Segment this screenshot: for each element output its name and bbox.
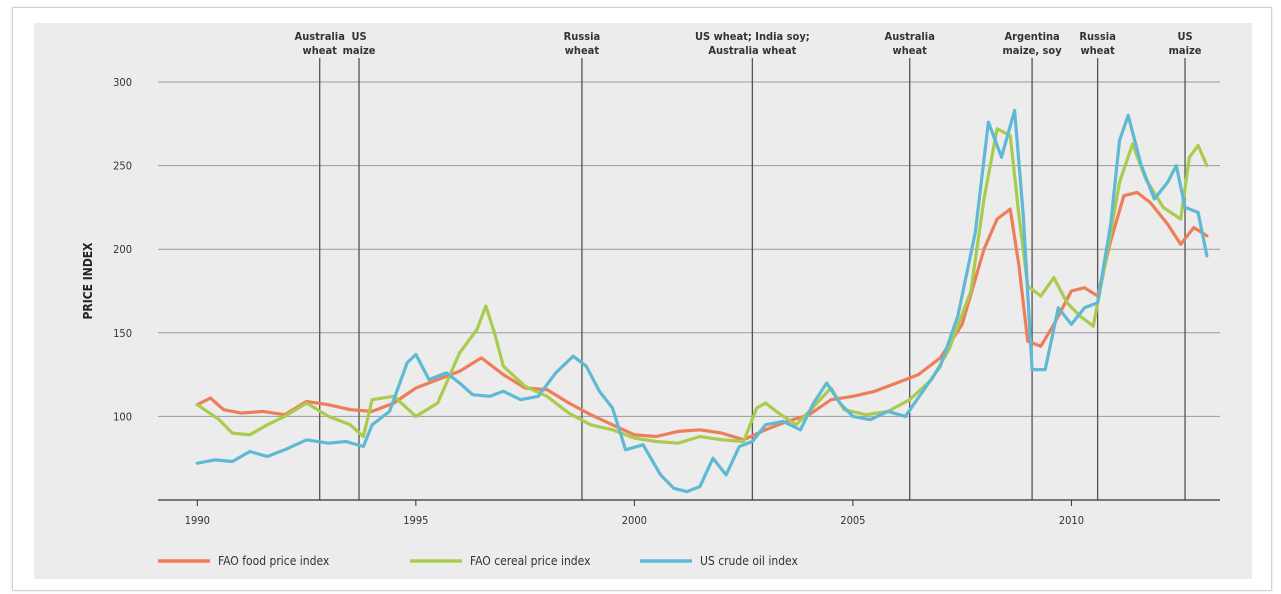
event-label: Argentina — [1004, 30, 1059, 43]
event-label: wheat — [565, 44, 600, 57]
x-tick-label: 2000 — [622, 514, 647, 527]
event-label: wheat — [303, 44, 338, 57]
legend: FAO food price index FAO cereal price ind… — [158, 554, 798, 568]
event-label: Australia wheat — [708, 44, 796, 57]
axes: 100 150 200 250 300 1990 1995 2000 2005 2010 PRICE… — [81, 76, 1220, 527]
event-label: Australia — [295, 30, 345, 43]
legend-label: FAO food price index — [218, 554, 330, 568]
event-label: wheat — [893, 44, 928, 57]
event-label: US — [1177, 30, 1192, 43]
event-label: maize — [343, 44, 376, 57]
x-tick-label: 2005 — [840, 514, 865, 527]
gridlines — [158, 81, 1220, 417]
event-label: Russia — [564, 30, 601, 43]
event-label: maize — [1169, 44, 1202, 57]
event-label: maize, soy — [1002, 44, 1062, 57]
event-label: wheat — [1080, 44, 1115, 57]
y-tick-label: 100 — [113, 410, 132, 423]
x-tick-label: 2010 — [1059, 514, 1084, 527]
event-label: US — [351, 30, 366, 43]
y-tick-label: 200 — [113, 243, 132, 256]
y-tick-label: 250 — [113, 160, 132, 173]
legend-label: FAO cereal price index — [470, 554, 591, 568]
y-tick-label: 300 — [113, 76, 132, 89]
event-label: Australia — [885, 30, 935, 43]
y-axis-title: PRICE INDEX — [81, 242, 95, 320]
event-label: US wheat; India soy; — [695, 30, 810, 43]
x-tick-label: 1995 — [403, 514, 428, 527]
series-line-1 — [195, 127, 1209, 445]
x-tick-label: 1990 — [185, 514, 210, 527]
series-lines — [195, 108, 1209, 494]
legend-label: US crude oil index — [700, 554, 798, 568]
series-line-2 — [195, 108, 1209, 494]
chart-panel — [34, 23, 1252, 579]
series-line-0 — [195, 190, 1209, 442]
event-label: Russia — [1079, 30, 1116, 43]
y-tick-label: 150 — [113, 327, 132, 340]
